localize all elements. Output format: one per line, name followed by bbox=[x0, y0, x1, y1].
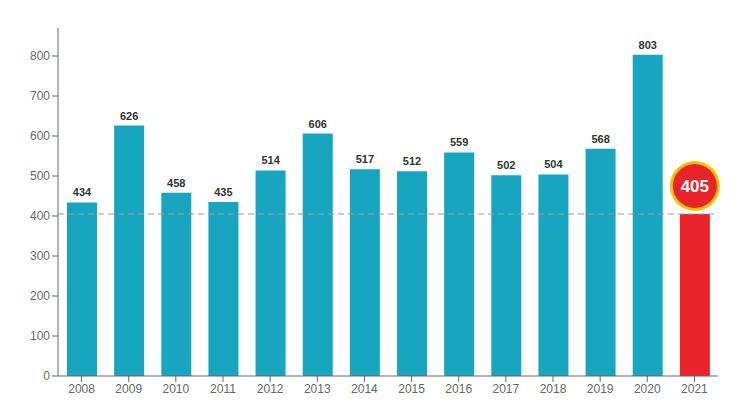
svg-text:458: 458 bbox=[167, 177, 185, 189]
svg-text:600: 600 bbox=[30, 129, 50, 143]
svg-text:2020: 2020 bbox=[634, 382, 661, 396]
svg-text:559: 559 bbox=[450, 136, 468, 148]
svg-text:2012: 2012 bbox=[257, 382, 284, 396]
svg-text:2011: 2011 bbox=[210, 382, 236, 396]
svg-text:400: 400 bbox=[30, 209, 50, 223]
svg-text:514: 514 bbox=[261, 154, 280, 166]
svg-text:300: 300 bbox=[30, 249, 50, 263]
svg-text:100: 100 bbox=[30, 329, 50, 343]
svg-text:435: 435 bbox=[214, 186, 232, 198]
svg-text:2016: 2016 bbox=[445, 382, 472, 396]
svg-text:2015: 2015 bbox=[398, 382, 425, 396]
svg-text:800: 800 bbox=[30, 49, 50, 63]
svg-text:568: 568 bbox=[591, 133, 609, 145]
svg-text:700: 700 bbox=[30, 89, 50, 103]
svg-text:2010: 2010 bbox=[163, 382, 190, 396]
svg-text:200: 200 bbox=[30, 289, 50, 303]
svg-text:606: 606 bbox=[309, 118, 327, 130]
svg-text:2013: 2013 bbox=[304, 382, 331, 396]
svg-text:2018: 2018 bbox=[540, 382, 567, 396]
svg-text:2009: 2009 bbox=[115, 382, 142, 396]
svg-text:803: 803 bbox=[639, 39, 657, 51]
svg-text:512: 512 bbox=[403, 155, 421, 167]
svg-text:2008: 2008 bbox=[68, 382, 95, 396]
svg-text:500: 500 bbox=[30, 169, 50, 183]
svg-text:517: 517 bbox=[356, 153, 374, 165]
svg-text:2021: 2021 bbox=[681, 382, 708, 396]
svg-text:0: 0 bbox=[43, 369, 50, 383]
svg-text:626: 626 bbox=[120, 110, 138, 122]
svg-text:2017: 2017 bbox=[493, 382, 520, 396]
svg-text:502: 502 bbox=[497, 159, 515, 171]
svg-text:2014: 2014 bbox=[351, 382, 378, 396]
svg-text:434: 434 bbox=[73, 186, 92, 198]
svg-text:405: 405 bbox=[681, 177, 709, 196]
svg-text:504: 504 bbox=[544, 158, 563, 170]
svg-text:2019: 2019 bbox=[587, 382, 614, 396]
